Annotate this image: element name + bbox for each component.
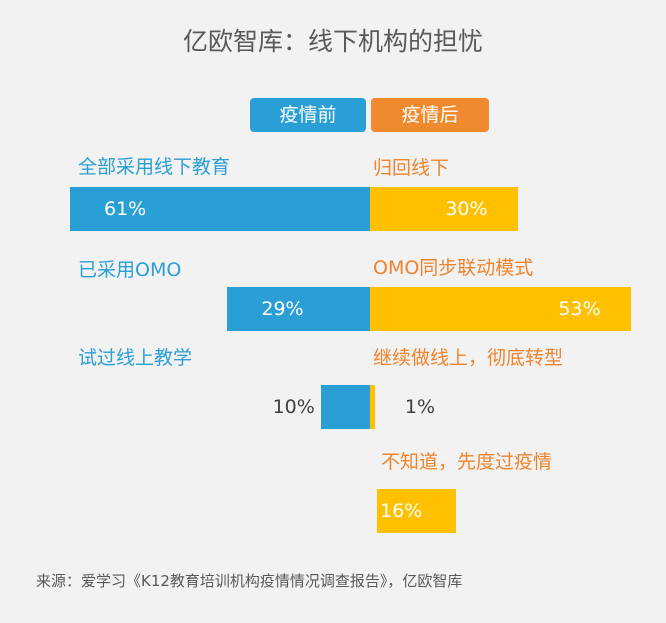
legend-after: 疫情后 [371, 98, 489, 132]
category-label-after: OMO同步联动模式 [373, 257, 534, 279]
bar-after [370, 187, 518, 231]
category-label-before: 已采用OMO [78, 259, 182, 281]
legend-before: 疫情前 [250, 98, 366, 132]
bar-label-after: 1% [404, 396, 436, 418]
source-note: 来源：爱学习《K12教育培训机构疫情情况调查报告》，亿欧智库 [36, 572, 463, 590]
bar-before [320, 385, 370, 429]
bar-before [227, 287, 370, 331]
bar-after [377, 489, 456, 533]
bar-label-before: 61% [104, 198, 147, 220]
category-label-before: 全部采用线下教育 [78, 156, 231, 178]
category-label-after: 继续做线上，彻底转型 [373, 347, 564, 369]
bar-label-before: 10% [272, 396, 315, 418]
bar-label-after: 53% [558, 298, 601, 320]
category-label-after: 归回线下 [373, 157, 450, 179]
chart-title: 亿欧智库：线下机构的担忧 [182, 27, 483, 56]
bar-before [70, 187, 370, 231]
bar-after [370, 287, 631, 331]
bar-after [370, 385, 375, 429]
bar-label-before: 29% [261, 298, 304, 320]
category-label-after: 不知道，先度过疫情 [381, 451, 553, 473]
bar-label-after: 30% [445, 198, 488, 220]
bar-label-after: 16% [380, 500, 423, 522]
category-label-before: 试过线上教学 [78, 347, 193, 369]
